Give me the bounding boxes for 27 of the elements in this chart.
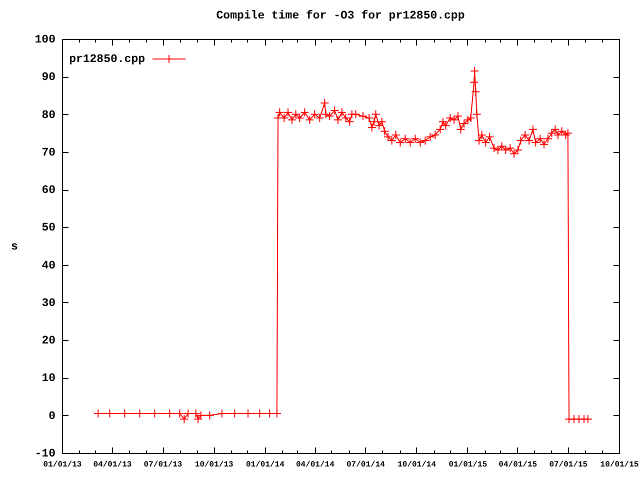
y-tick-label: 50: [42, 222, 56, 235]
legend-label: pr12850.cpp: [69, 53, 146, 66]
y-tick-label: 10: [42, 372, 56, 386]
x-tick-label: 01/01/14: [246, 460, 285, 470]
x-tick-label: 07/01/15: [549, 460, 588, 470]
x-tick-label: 10/01/14: [398, 460, 436, 470]
x-tick-label: 04/01/13: [93, 460, 132, 470]
x-tick-label: 07/01/14: [346, 460, 386, 470]
y-tick-label: 60: [42, 184, 56, 198]
y-tick-label: 20: [42, 334, 56, 348]
x-tick-label: 01/01/15: [448, 460, 488, 470]
x-tick-label: 01/01/13: [43, 460, 82, 470]
y-tick-label: 30: [42, 296, 56, 310]
y-tick-label: -10: [34, 448, 56, 460]
y-axis-title: s: [11, 240, 18, 254]
y-tick-label: 40: [42, 259, 56, 272]
x-tick-label: 10/01/13: [194, 460, 234, 470]
y-tick-label: 100: [34, 34, 56, 46]
x-tick-label: 07/01/13: [144, 460, 182, 470]
chart-title: Compile time for -O3 for pr12850.cpp: [216, 10, 465, 22]
y-tick-label: 80: [42, 108, 56, 122]
x-tick-label: 04/01/14: [296, 460, 335, 470]
y-tick-label: 70: [42, 146, 56, 160]
y-tick-label: 90: [42, 71, 56, 84]
y-tick-label: 0: [48, 410, 56, 423]
x-tick-label: 04/01/15: [498, 460, 538, 470]
x-tick-label: 10/01/15: [600, 460, 639, 470]
